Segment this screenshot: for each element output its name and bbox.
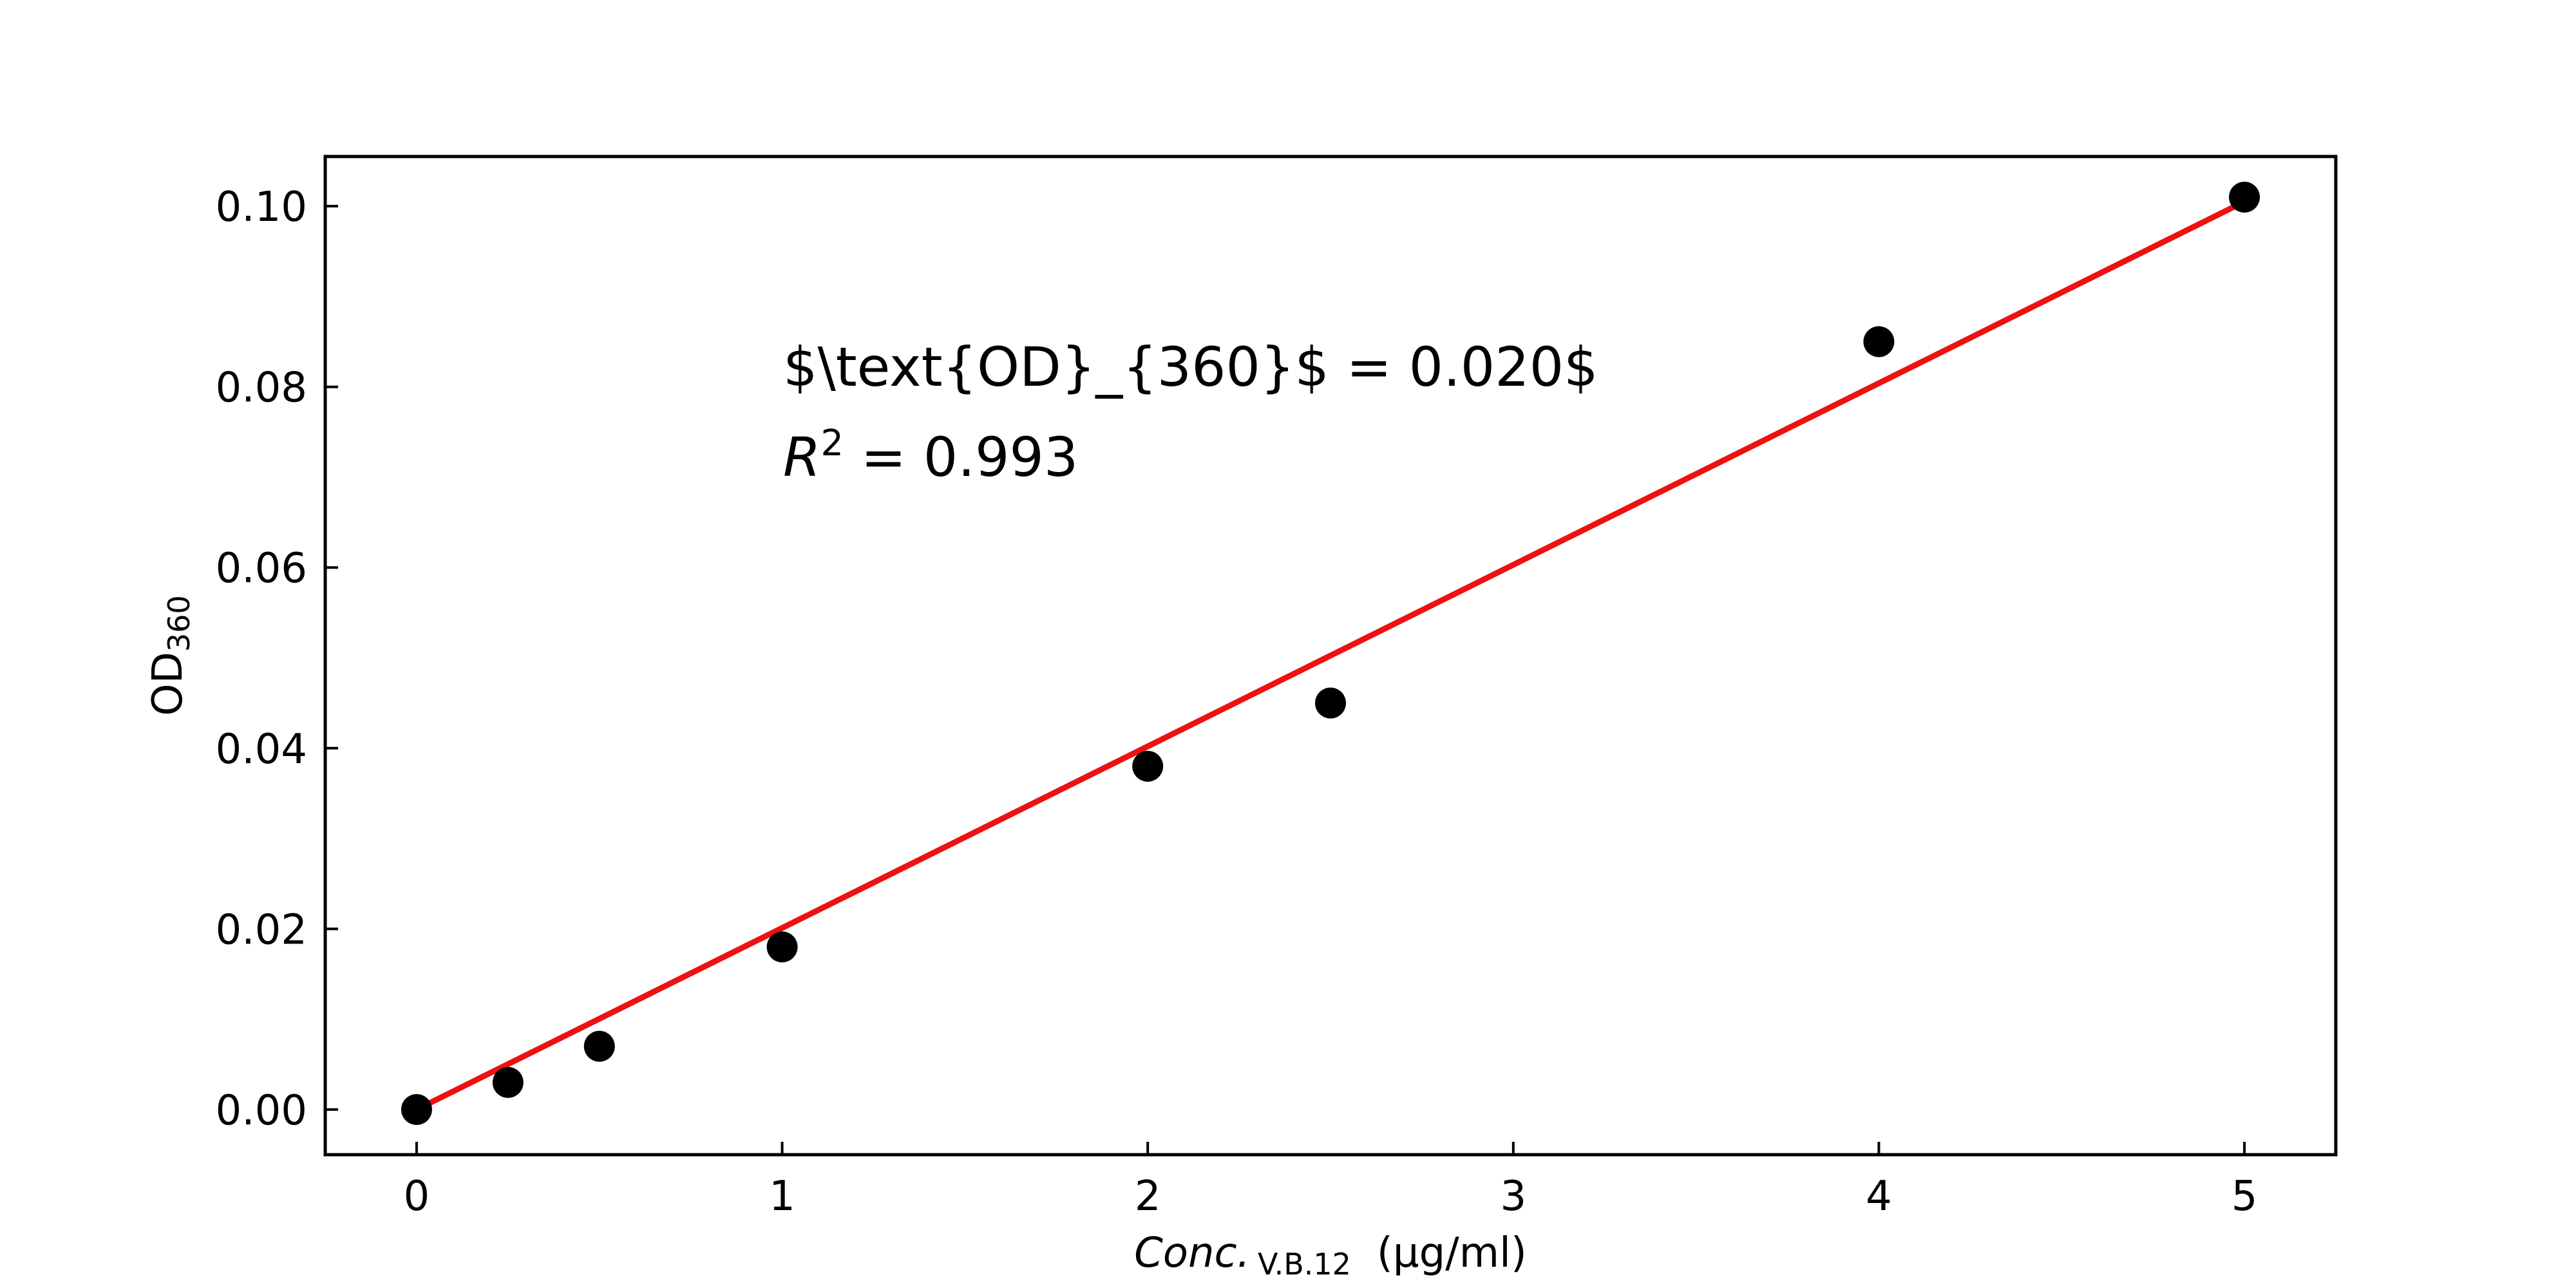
x-axis-label: Conc. V.B.12 (µg/ml) xyxy=(1134,1229,1527,1282)
x-axis-label-subscript: V.B.12 xyxy=(1258,1247,1351,1282)
r-exponent: 2 xyxy=(820,422,844,464)
data-point xyxy=(2229,182,2260,213)
plot-frame xyxy=(323,155,2338,1157)
r-squared-annotation: R2 = 0.993 xyxy=(783,422,1078,489)
y-axis-label-subscript: 360 xyxy=(162,595,196,652)
y-tick-label: 0.04 xyxy=(216,726,308,773)
x-tick-label: 4 xyxy=(1866,1173,1892,1220)
x-axis-label-main: Conc. xyxy=(1134,1229,1250,1277)
fit-line xyxy=(415,199,2246,1112)
data-point xyxy=(583,1030,615,1062)
data-point xyxy=(1315,687,1346,719)
y-tick-label: 0.08 xyxy=(216,365,308,412)
y-tick-label: 0.00 xyxy=(216,1087,308,1135)
y-tick-label: 0.10 xyxy=(216,184,308,231)
x-tick-label: 3 xyxy=(1500,1173,1526,1220)
y-tick-label: 0.02 xyxy=(216,906,308,954)
y-ticks: 0.00 0.02 0.04 0.06 0.08 0.10 xyxy=(216,184,338,1135)
y-axis-label-main: OD xyxy=(144,652,192,716)
data-point xyxy=(401,1094,432,1125)
data-point xyxy=(1863,326,1895,357)
r-squared-value: = 0.993 xyxy=(844,426,1078,489)
data-point xyxy=(492,1066,524,1098)
x-axis-label-unit: (µg/ml) xyxy=(1377,1229,1527,1277)
x-tick-label: 5 xyxy=(2231,1173,2258,1220)
x-ticks: 0 1 2 3 4 5 xyxy=(404,1142,2258,1220)
data-point xyxy=(1132,750,1164,782)
x-tick-label: 1 xyxy=(769,1173,795,1220)
r-symbol: R xyxy=(783,426,820,489)
equation-annotation: $\text{OD}_{360}$ = 0.020$ xyxy=(783,336,1598,399)
y-axis-label: OD360 xyxy=(144,595,196,715)
plot-marks xyxy=(401,182,2260,1125)
x-tick-label: 0 xyxy=(404,1173,430,1220)
data-point xyxy=(766,931,798,963)
x-tick-label: 2 xyxy=(1135,1173,1161,1220)
y-tick-label: 0.06 xyxy=(216,545,308,592)
